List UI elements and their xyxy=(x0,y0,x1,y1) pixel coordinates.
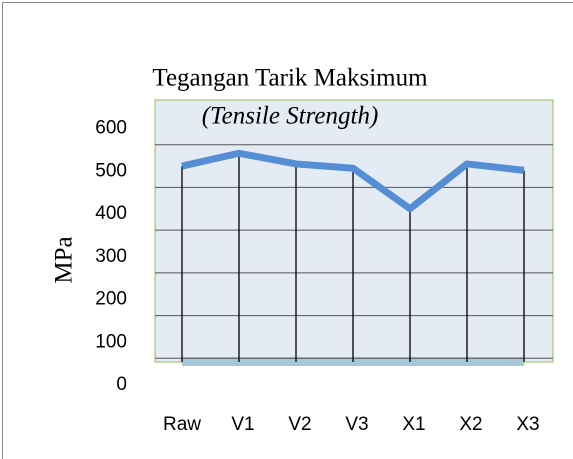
x-tick-label: V1 xyxy=(231,414,254,435)
chart-subtitle: (Tensile Strength) xyxy=(202,103,379,130)
y-tick-label: 300 xyxy=(95,246,127,267)
x-tick-label: V2 xyxy=(288,414,311,435)
y-tick-label: 200 xyxy=(95,289,127,310)
x-tick-label: X1 xyxy=(402,414,425,435)
plot-area xyxy=(154,99,554,363)
y-axis-label: MPa xyxy=(51,236,78,283)
y-tick-label: 400 xyxy=(95,203,127,224)
x-tick-label: X2 xyxy=(459,414,482,435)
chart-title: Tegangan Tarik Maksimum xyxy=(152,65,428,92)
x-tick-label: X3 xyxy=(516,414,539,435)
x-tick-label: V3 xyxy=(345,414,368,435)
y-tick-label: 500 xyxy=(95,160,127,181)
x-tick-label: Raw xyxy=(163,414,201,435)
y-tick-label: 100 xyxy=(95,331,127,352)
y-tick-label: 600 xyxy=(95,118,127,139)
y-tick-label: 0 xyxy=(116,374,127,395)
series-line xyxy=(181,149,525,213)
